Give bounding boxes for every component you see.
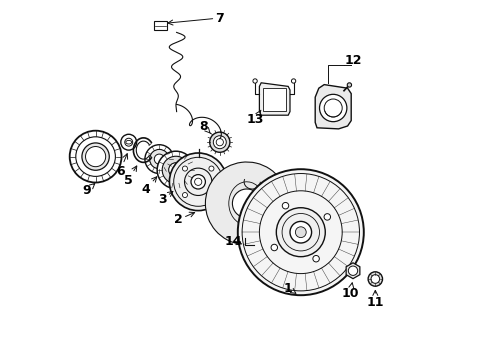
- Circle shape: [70, 131, 122, 183]
- Circle shape: [348, 266, 358, 275]
- Polygon shape: [315, 85, 351, 129]
- Text: 8: 8: [199, 120, 211, 134]
- Circle shape: [271, 244, 277, 251]
- Text: 12: 12: [344, 54, 362, 67]
- Circle shape: [282, 202, 289, 209]
- Circle shape: [162, 156, 190, 184]
- Circle shape: [324, 214, 331, 220]
- Circle shape: [319, 94, 347, 122]
- Circle shape: [238, 169, 364, 295]
- Circle shape: [154, 154, 164, 164]
- Circle shape: [145, 145, 174, 174]
- Circle shape: [191, 175, 205, 189]
- Circle shape: [295, 227, 306, 238]
- Polygon shape: [263, 88, 286, 111]
- Circle shape: [213, 136, 226, 149]
- Polygon shape: [346, 263, 360, 279]
- Circle shape: [86, 147, 106, 167]
- Circle shape: [157, 151, 195, 189]
- Circle shape: [368, 272, 383, 286]
- Circle shape: [210, 132, 230, 152]
- Text: 9: 9: [82, 184, 95, 197]
- Circle shape: [313, 256, 319, 262]
- Text: 11: 11: [367, 291, 384, 309]
- Circle shape: [182, 166, 188, 171]
- Circle shape: [170, 153, 227, 211]
- Circle shape: [292, 79, 296, 83]
- Circle shape: [371, 275, 380, 283]
- Circle shape: [182, 193, 188, 198]
- Circle shape: [347, 83, 351, 87]
- Text: 7: 7: [168, 12, 224, 25]
- Text: 6: 6: [116, 154, 127, 177]
- Text: 1: 1: [284, 282, 296, 294]
- Text: 10: 10: [342, 283, 359, 300]
- Text: 13: 13: [246, 110, 264, 126]
- Circle shape: [121, 134, 137, 150]
- Wedge shape: [205, 162, 287, 245]
- Circle shape: [276, 208, 325, 257]
- Text: 2: 2: [174, 212, 195, 226]
- Circle shape: [169, 163, 183, 177]
- Polygon shape: [259, 83, 290, 115]
- Circle shape: [209, 193, 214, 198]
- Circle shape: [149, 149, 169, 169]
- Text: 5: 5: [123, 166, 137, 186]
- Text: 14: 14: [225, 235, 242, 248]
- Text: 3: 3: [158, 192, 173, 206]
- Text: 4: 4: [142, 177, 157, 195]
- Circle shape: [253, 79, 257, 83]
- FancyBboxPatch shape: [154, 21, 167, 30]
- Circle shape: [290, 221, 312, 243]
- Circle shape: [82, 143, 109, 170]
- Circle shape: [209, 166, 214, 171]
